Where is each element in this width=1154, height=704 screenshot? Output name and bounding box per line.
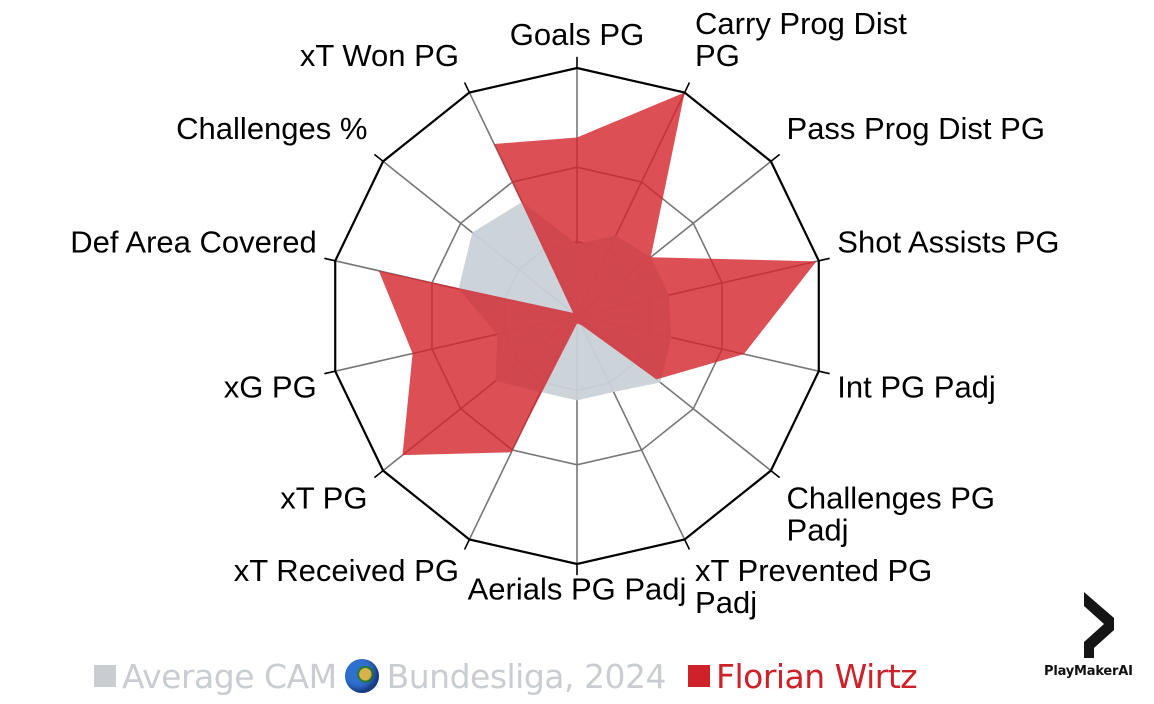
player-swatch: [687, 665, 710, 687]
axis-label: Aerials PG Padj: [468, 572, 687, 607]
axis-tick: [683, 82, 691, 93]
axis-tick: [770, 469, 781, 479]
legend-average-label: Average CAM: [122, 656, 337, 696]
axis-label: xT Won PG: [300, 38, 459, 73]
axis-tick: [818, 257, 830, 262]
axis-label: Challenges PG Padj: [787, 480, 996, 547]
legend-average-context: Bundesliga, 2024: [386, 656, 667, 696]
series-player-area: [378, 92, 817, 456]
axis-tick: [683, 539, 691, 550]
axis-labels: Goals PG Carry Prog Dist PG Pass Prog Dist …: [70, 6, 1059, 620]
axis-label: Int PG Padj: [837, 369, 996, 404]
axis-label: Goals PG: [510, 17, 644, 52]
axis-tick: [818, 370, 830, 375]
globe-icon: [344, 659, 379, 693]
series-layer: [378, 92, 817, 456]
axis-tick: [770, 153, 781, 162]
axis-label: xT Prevented PG Padj: [695, 553, 932, 620]
axis-tick: [373, 153, 384, 162]
axis-tick: [324, 370, 336, 375]
outer-ring: [324, 56, 830, 576]
axis-tick: [463, 82, 471, 93]
logo-text: PlayMakerAI: [1044, 664, 1133, 679]
axis-tick: [324, 257, 336, 262]
axis-label: Def Area Covered: [70, 224, 316, 259]
axis-label: xT PG: [280, 480, 367, 515]
axis-label: Shot Assists PG: [837, 224, 1059, 259]
axis-label: Challenges %: [176, 111, 367, 146]
playmaker-logo: PlayMakerAI: [1040, 588, 1144, 688]
axis-tick: [463, 539, 471, 550]
axis-label: Pass Prog Dist PG: [787, 111, 1045, 146]
legend: Average CAM Bundesliga, 2024 Florian Wir…: [94, 652, 918, 700]
average-swatch: [94, 665, 116, 687]
axis-tick: [373, 469, 384, 479]
legend-player-label: Florian Wirtz: [715, 656, 918, 696]
playmaker-logo-icon: [1084, 592, 1114, 658]
axis-label: xT Received PG: [234, 553, 459, 588]
axis-label: Carry Prog Dist PG: [695, 6, 907, 73]
axis-label: xG PG: [224, 369, 317, 404]
